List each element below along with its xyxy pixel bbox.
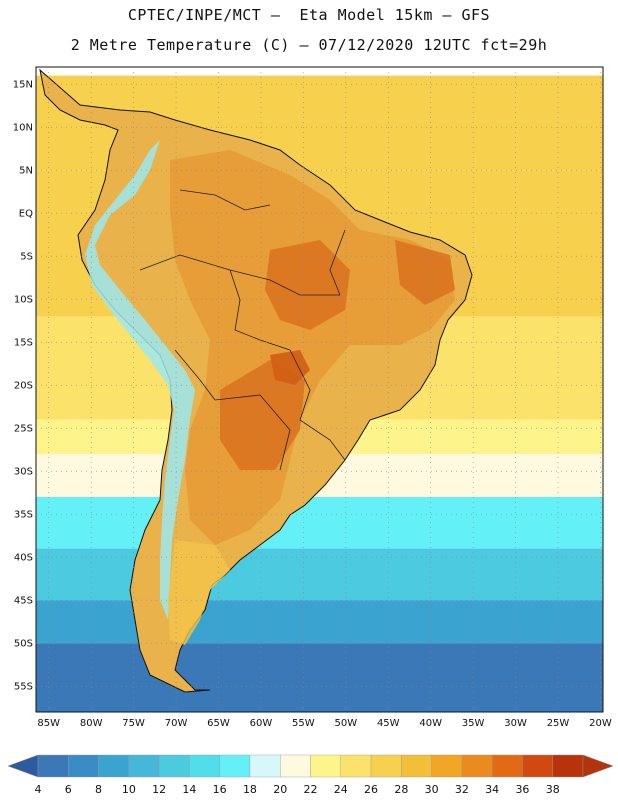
lon-label: 55W bbox=[292, 718, 315, 729]
lon-label: 65W bbox=[207, 718, 230, 729]
lat-label: 10S bbox=[14, 295, 33, 306]
colorbar-label: 34 bbox=[485, 783, 500, 796]
colorbar-label: 14 bbox=[182, 783, 197, 796]
lon-label: 25W bbox=[547, 718, 570, 729]
ocean-band-6 bbox=[36, 548, 603, 601]
ocean-band-8 bbox=[36, 643, 603, 712]
lon-label: 45W bbox=[377, 718, 400, 729]
lat-label: 15S bbox=[14, 338, 33, 349]
colorbar-swatch bbox=[189, 754, 220, 778]
colorbar-swatch bbox=[370, 754, 402, 778]
patagonia-region bbox=[168, 540, 230, 645]
lat-label: 20S bbox=[14, 381, 33, 392]
colorbar-label: 32 bbox=[454, 783, 469, 796]
ocean-band-7 bbox=[36, 600, 603, 644]
colorbar-swatch bbox=[552, 754, 584, 778]
colorbar-label: 38 bbox=[545, 783, 560, 796]
colorbar-label: 18 bbox=[242, 783, 257, 796]
map-frame bbox=[35, 66, 604, 713]
lat-label: 10N bbox=[13, 123, 33, 134]
map-title: CPTEC/INPE/MCT – Eta Model 15km – GFS bbox=[127, 6, 491, 24]
lat-label: 5N bbox=[19, 166, 33, 177]
longitude-labels: 85W 80W 75W 70W 65W 60W 55W 50W 45W 40W 35W 30W 25W 2… bbox=[37, 718, 611, 729]
lon-label: 70W bbox=[165, 718, 188, 729]
colorbar bbox=[7, 754, 614, 778]
colorbar-swatch bbox=[491, 754, 523, 778]
lat-label: EQ bbox=[19, 209, 33, 220]
lat-label: 55S bbox=[14, 682, 33, 693]
colorbar-label: 8 bbox=[95, 783, 103, 796]
lat-label: 40S bbox=[14, 553, 33, 564]
hot-core-1 bbox=[265, 240, 350, 330]
lon-label: 40W bbox=[419, 718, 442, 729]
colorbar-swatch bbox=[401, 754, 432, 778]
lat-label: 35S bbox=[14, 510, 33, 521]
latitude-labels: 15N 10N 5N EQ 5S 10S 15S 20S 25S 30S 35S 40S 45S 50S 5… bbox=[13, 80, 33, 693]
lon-label: 35W bbox=[462, 718, 485, 729]
colorbar-label: 4 bbox=[34, 783, 42, 796]
map-subtitle: 2 Metre Temperature (C) – 07/12/2020 12U… bbox=[70, 36, 548, 54]
colorbar-swatch bbox=[158, 754, 190, 778]
colorbar-label: 12 bbox=[152, 783, 167, 796]
colorbar-swatch bbox=[461, 754, 493, 778]
colorbar-left-arrow bbox=[7, 754, 39, 778]
lat-label: 50S bbox=[14, 639, 33, 650]
colorbar-label: 28 bbox=[394, 783, 409, 796]
lat-label: 45S bbox=[14, 596, 33, 607]
colorbar-label: 24 bbox=[333, 783, 348, 796]
colorbar-label: 26 bbox=[364, 783, 379, 796]
colorbar-swatch bbox=[128, 754, 160, 778]
colorbar-swatch bbox=[310, 754, 341, 778]
lat-label: 5S bbox=[20, 252, 33, 263]
lon-label: 75W bbox=[122, 718, 145, 729]
colorbar-swatch bbox=[280, 754, 311, 778]
colorbar-label: 6 bbox=[64, 783, 72, 796]
lon-label: 20W bbox=[589, 718, 612, 729]
colorbar-label: 36 bbox=[515, 783, 530, 796]
colorbar-label: 20 bbox=[273, 783, 288, 796]
lat-label: 30S bbox=[14, 467, 33, 478]
country-borders bbox=[139, 189, 346, 471]
lat-label: 25S bbox=[14, 424, 33, 435]
colorbar-right-arrow bbox=[582, 754, 614, 778]
andes-cool-strip bbox=[85, 140, 195, 620]
colorbar-swatch bbox=[68, 754, 99, 778]
colorbar-label: 16 bbox=[212, 783, 227, 796]
hot-core-4 bbox=[270, 350, 310, 385]
ocean-band-5 bbox=[36, 497, 603, 549]
colorbar-label: 30 bbox=[424, 783, 439, 796]
colorbar-swatch bbox=[431, 754, 463, 778]
lat-label: 15N bbox=[13, 80, 33, 91]
lon-label: 60W bbox=[250, 718, 273, 729]
lon-label: 80W bbox=[80, 718, 103, 729]
hot-core-3 bbox=[395, 240, 455, 305]
lon-label: 30W bbox=[504, 718, 527, 729]
colorbar-swatch bbox=[98, 754, 130, 778]
lon-label: 85W bbox=[37, 718, 60, 729]
hot-core-2 bbox=[220, 360, 305, 470]
colorbar-swatch bbox=[37, 754, 69, 778]
colorbar-swatch bbox=[249, 754, 281, 778]
colorbar-label: 10 bbox=[121, 783, 136, 796]
colorbar-swatch bbox=[340, 754, 372, 778]
colorbar-swatch bbox=[219, 754, 251, 778]
colorbar-label: 22 bbox=[303, 783, 318, 796]
colorbar-swatch bbox=[522, 754, 553, 778]
lon-label: 50W bbox=[335, 718, 358, 729]
